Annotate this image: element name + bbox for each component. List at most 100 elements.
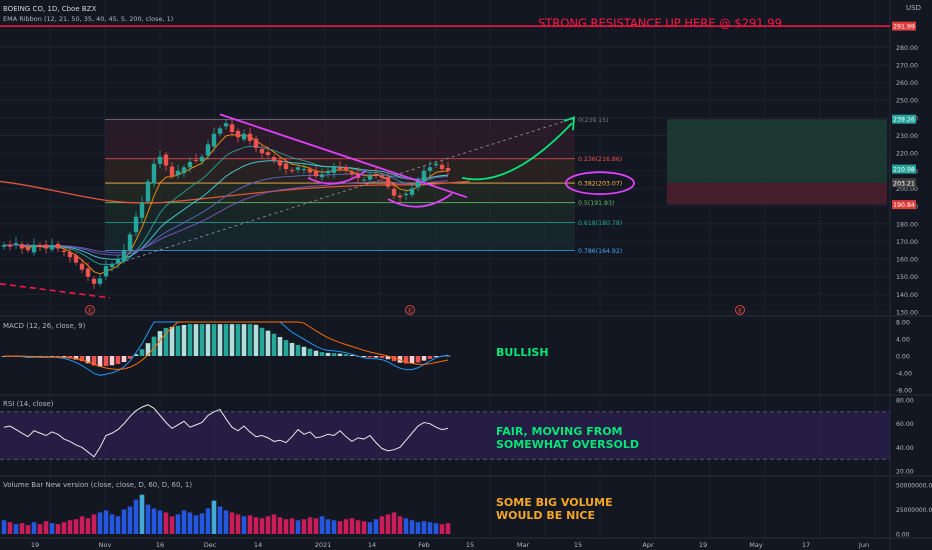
macd-histogram-bar [349,355,355,356]
macd-histogram-bar [175,325,181,356]
volume-bar [349,518,355,534]
x-tick-label: Mar [517,541,530,549]
candle-body [97,278,103,284]
volume-bar [199,513,205,534]
candle-body [295,167,301,170]
candle-body [331,167,337,173]
macd-histogram-bar [397,356,403,363]
macd-histogram-bar [181,324,187,356]
fib-label: 0.786(164.92) [578,248,622,255]
projection-dashed-line [119,117,576,263]
volume-tick-label: 25000000.00 [896,507,932,514]
macd-histogram-bar [421,356,427,361]
candle-body [403,193,409,196]
macd-histogram-bar [325,352,331,356]
volume-bar [295,520,301,534]
macd-histogram-bar [367,356,373,358]
macd-histogram-bar [205,324,211,356]
volume-bar [193,515,199,534]
volume-bar [307,517,313,534]
macd-signal-line [3,321,449,370]
volume-bar [187,512,193,534]
candle-body [157,156,163,164]
candle-body [379,175,385,178]
fib-zone [105,119,575,159]
macd-histogram-bar [115,356,121,365]
volume-bar [19,523,25,534]
volume-bar [421,521,427,534]
candle-body [151,163,157,184]
downtrend-line [219,113,468,199]
macd-pane-label: MACD (12, 26, close, 9) [3,322,86,330]
volume-bar [151,508,157,534]
price-tag [892,114,916,124]
volume-bar [235,514,241,534]
volume-annotation-line1: SOME BIG VOLUME [496,496,613,509]
candle-body [109,264,115,268]
volume-bar [139,494,145,534]
macd-histogram-bar [277,336,283,356]
volume-bar [205,508,211,534]
candle-body [1,244,7,247]
candle-body [61,250,67,252]
volume-bar [91,514,97,534]
macd-histogram-bar [271,333,277,356]
candle-body [301,169,307,171]
volume-bar [313,518,319,534]
candle-body [361,179,367,181]
candle-body [427,167,433,171]
macd-histogram-bar [235,324,241,356]
resistance-annotation: STRONG RESISTANCE UP HERE @ $291.99 [538,16,782,30]
candle-body [325,170,331,174]
macd-histogram-bar [361,356,367,358]
earnings-marker-label: E [88,309,92,315]
earnings-marker [405,305,415,315]
candle-body [79,263,85,270]
volume-tick-label: 50000000.00 [896,482,932,489]
macd-histogram-bar [343,354,349,356]
macd-histogram-bar [121,356,127,363]
macd-histogram-bar [319,352,325,356]
macd-histogram-bar [79,356,85,362]
price-tick-label: 180.00 [896,221,918,228]
candle-body [229,124,235,132]
price-tick-label: 280.00 [896,45,918,52]
price-tag [892,21,916,31]
macd-annotation: BULLISH [496,346,549,359]
candle-body [265,152,271,155]
macd-histogram-bar [313,350,319,356]
volume-bar [301,519,307,534]
x-tick-label: Jun [858,541,869,549]
volume-bar [37,524,43,534]
volume-bar [325,519,331,534]
macd-histogram-bar [133,354,139,356]
volume-bar [211,500,217,534]
macd-histogram-bar [187,324,193,356]
price-tick-label: 140.00 [896,292,918,299]
fib-label: 0.618(180.78) [578,220,622,227]
candle-body [25,247,31,251]
volume-bar [373,519,379,534]
volume-bar [73,519,79,534]
macd-histogram-bar [163,327,169,356]
volume-bar [13,524,19,534]
candle-body [31,244,37,253]
candle-body [163,154,169,166]
price-tick-label: 230.00 [896,133,918,140]
price-tick-label: 250.00 [896,98,918,105]
candle-body [139,202,145,218]
volume-bar [175,514,181,534]
price-tag-label: 291.99 [893,24,915,31]
macd-histogram-bar [97,356,103,367]
macd-histogram-bar [169,326,175,356]
volume-bar [133,499,139,534]
fib-zone [105,222,575,251]
candle-body [235,130,241,138]
x-tick-label: 14 [254,541,262,549]
volume-bar [289,518,295,534]
volume-bar [445,523,451,534]
volume-tick-label: 0.00 [896,532,910,539]
volume-pane-label: Volume Bar New version (close, close, D,… [3,481,193,489]
volume-bar [67,520,73,534]
price-tag [892,178,916,188]
